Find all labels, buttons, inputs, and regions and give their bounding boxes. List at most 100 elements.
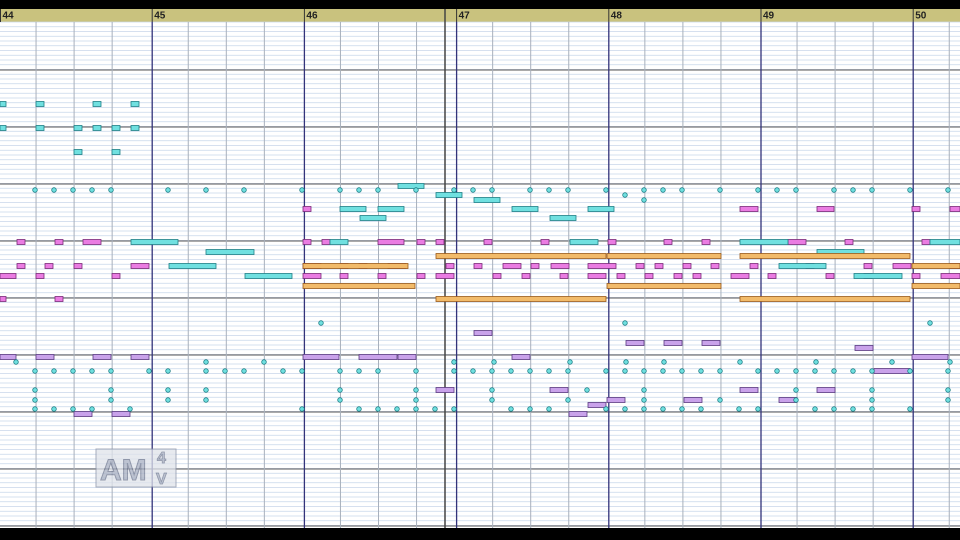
note bbox=[844, 239, 854, 245]
drum-hit bbox=[413, 406, 419, 412]
note bbox=[0, 296, 7, 302]
note bbox=[92, 354, 112, 360]
drum-hit bbox=[869, 187, 875, 193]
note bbox=[587, 263, 617, 269]
drum-hit bbox=[622, 320, 628, 326]
drum-hit bbox=[432, 406, 438, 412]
note bbox=[445, 263, 455, 269]
note bbox=[435, 253, 607, 259]
drum-hit bbox=[660, 406, 666, 412]
note bbox=[816, 206, 835, 212]
note bbox=[549, 215, 577, 221]
drum-hit bbox=[641, 197, 647, 203]
drum-hit bbox=[565, 397, 571, 403]
drum-hit bbox=[413, 187, 419, 193]
note bbox=[492, 273, 502, 279]
drum-hit bbox=[907, 406, 913, 412]
drum-hit bbox=[489, 368, 495, 374]
note bbox=[44, 263, 54, 269]
drum-hit bbox=[32, 387, 38, 393]
drum-hit bbox=[679, 368, 685, 374]
drum-hit bbox=[527, 187, 533, 193]
note bbox=[54, 239, 64, 245]
logo: AM 4 V bbox=[95, 448, 177, 488]
drum-hit bbox=[812, 406, 818, 412]
drum-hit bbox=[108, 187, 114, 193]
notes bbox=[0, 101, 960, 417]
drum-hit bbox=[603, 187, 609, 193]
note bbox=[739, 387, 759, 393]
note bbox=[130, 263, 150, 269]
drum-hit bbox=[774, 187, 780, 193]
note bbox=[549, 387, 569, 393]
note bbox=[435, 192, 463, 198]
note bbox=[854, 345, 874, 351]
drum-hit bbox=[679, 187, 685, 193]
drum-hit bbox=[869, 397, 875, 403]
note bbox=[416, 273, 426, 279]
drum-hit bbox=[51, 187, 57, 193]
note bbox=[0, 101, 7, 107]
note bbox=[569, 239, 599, 245]
note bbox=[710, 263, 720, 269]
note bbox=[358, 354, 398, 360]
note bbox=[0, 125, 7, 131]
drum-hit bbox=[622, 192, 628, 198]
note bbox=[329, 239, 349, 245]
drum-hit bbox=[451, 187, 457, 193]
drum-hit bbox=[889, 359, 895, 365]
measure-number: 44 bbox=[3, 11, 15, 22]
note bbox=[54, 296, 64, 302]
drum-hit bbox=[451, 368, 457, 374]
note bbox=[701, 239, 711, 245]
note bbox=[302, 354, 340, 360]
drum-hit bbox=[660, 368, 666, 374]
note bbox=[540, 239, 550, 245]
drum-hit bbox=[165, 368, 171, 374]
drum-hit bbox=[13, 359, 19, 365]
drum-hit bbox=[146, 368, 152, 374]
note bbox=[673, 273, 683, 279]
note bbox=[739, 206, 759, 212]
drum-hit bbox=[527, 368, 533, 374]
drum-hit bbox=[717, 187, 723, 193]
note bbox=[606, 397, 626, 403]
drum-hit bbox=[470, 187, 476, 193]
note bbox=[435, 273, 455, 279]
note bbox=[111, 125, 121, 131]
drum-hit bbox=[641, 387, 647, 393]
ruler-labels: 44 45 46 47 48 49 50 bbox=[0, 9, 927, 22]
note bbox=[511, 206, 539, 212]
note bbox=[302, 283, 416, 289]
drum-hit bbox=[567, 359, 573, 365]
drum-hit bbox=[793, 368, 799, 374]
drum-hit bbox=[356, 187, 362, 193]
note bbox=[892, 263, 912, 269]
drum-hit bbox=[508, 406, 514, 412]
note bbox=[0, 273, 17, 279]
drum-hit bbox=[203, 187, 209, 193]
drum-hit bbox=[337, 368, 343, 374]
note bbox=[321, 239, 331, 245]
drum-hit bbox=[32, 368, 38, 374]
drum-hit bbox=[70, 368, 76, 374]
drum-hit bbox=[736, 406, 742, 412]
note bbox=[130, 125, 140, 131]
note bbox=[739, 239, 789, 245]
logo-sub: V bbox=[156, 471, 167, 488]
note bbox=[767, 273, 777, 279]
note bbox=[473, 197, 501, 203]
drum-hit bbox=[337, 387, 343, 393]
note bbox=[35, 101, 45, 107]
note bbox=[35, 273, 45, 279]
drum-hit bbox=[641, 368, 647, 374]
drum-hit bbox=[51, 368, 57, 374]
note bbox=[244, 273, 293, 279]
drum-hit bbox=[755, 406, 761, 412]
grid-background bbox=[0, 22, 960, 528]
note bbox=[111, 411, 131, 417]
note bbox=[73, 125, 83, 131]
note bbox=[502, 263, 522, 269]
note bbox=[940, 273, 960, 279]
